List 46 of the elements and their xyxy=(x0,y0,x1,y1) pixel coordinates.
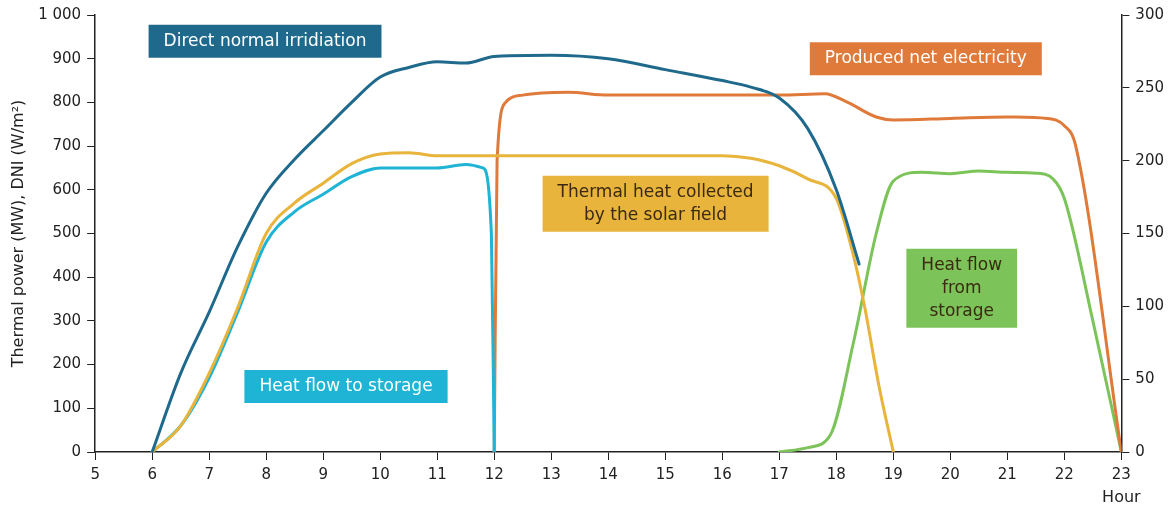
y-tick-label: 600 xyxy=(52,179,82,198)
y2-tick-label: 100 xyxy=(1135,296,1165,315)
y2-tick-label: 50 xyxy=(1135,369,1155,388)
y2-tick-label: 250 xyxy=(1135,77,1165,96)
y-tick-label: 900 xyxy=(52,48,82,67)
y-tick-label: 0 xyxy=(71,441,82,460)
series-label: Direct normal irridiation xyxy=(163,29,367,50)
x-tick-label: 14 xyxy=(598,464,618,483)
x-tick-label: 20 xyxy=(940,464,960,483)
text: Heat flow from storage xyxy=(921,253,1003,320)
line-series xyxy=(777,169,1122,452)
y-tick-label: 500 xyxy=(52,223,82,242)
x-tick-label: 17 xyxy=(769,464,789,483)
y2-tick-label: 0 xyxy=(1135,441,1145,460)
x-tick-label: 21 xyxy=(997,464,1017,483)
y-tick-label: 100 xyxy=(52,398,82,417)
series-label: Produced net electricity xyxy=(824,47,1027,68)
x-tick-label: 23 xyxy=(1111,464,1131,483)
y2-tick-label: 150 xyxy=(1135,223,1165,242)
x-tick-label: 12 xyxy=(484,464,504,483)
y-tick-label: 1 000 xyxy=(38,4,82,23)
x-tick-label: 11 xyxy=(427,464,447,483)
x-tick-label: 7 xyxy=(204,464,214,483)
x-tick-label: 13 xyxy=(541,464,561,483)
x-tick-label: 10 xyxy=(370,464,390,483)
x-tick-label: 6 xyxy=(147,464,157,483)
x-tick-label: 19 xyxy=(883,464,903,483)
y-tick-label: 200 xyxy=(52,354,82,373)
x-tick-label: 18 xyxy=(826,464,846,483)
y-tick-label: 400 xyxy=(52,267,82,286)
x-tick-label: 22 xyxy=(1054,464,1074,483)
x-axis-title: Hour xyxy=(1102,487,1142,507)
y2-tick-label: 200 xyxy=(1135,150,1165,169)
y-tick-label: 800 xyxy=(52,92,82,111)
line-series xyxy=(492,90,1122,452)
x-tick-label: 8 xyxy=(261,464,271,483)
y-axis-title: Thermal power (MW), DNI (W/m²) xyxy=(7,99,27,369)
y-tick-label: 700 xyxy=(52,135,82,154)
x-tick-label: 5 xyxy=(90,464,100,483)
x-tick-label: 16 xyxy=(712,464,732,483)
series-label: Thermal heat collected by the solar field xyxy=(556,180,754,224)
x-tick-label: 15 xyxy=(655,464,675,483)
y2-tick-label: 300 xyxy=(1135,4,1165,23)
y-tick-label: 300 xyxy=(52,310,82,329)
text: Heat flow to storage xyxy=(259,374,433,395)
x-tick-label: 9 xyxy=(318,464,328,483)
